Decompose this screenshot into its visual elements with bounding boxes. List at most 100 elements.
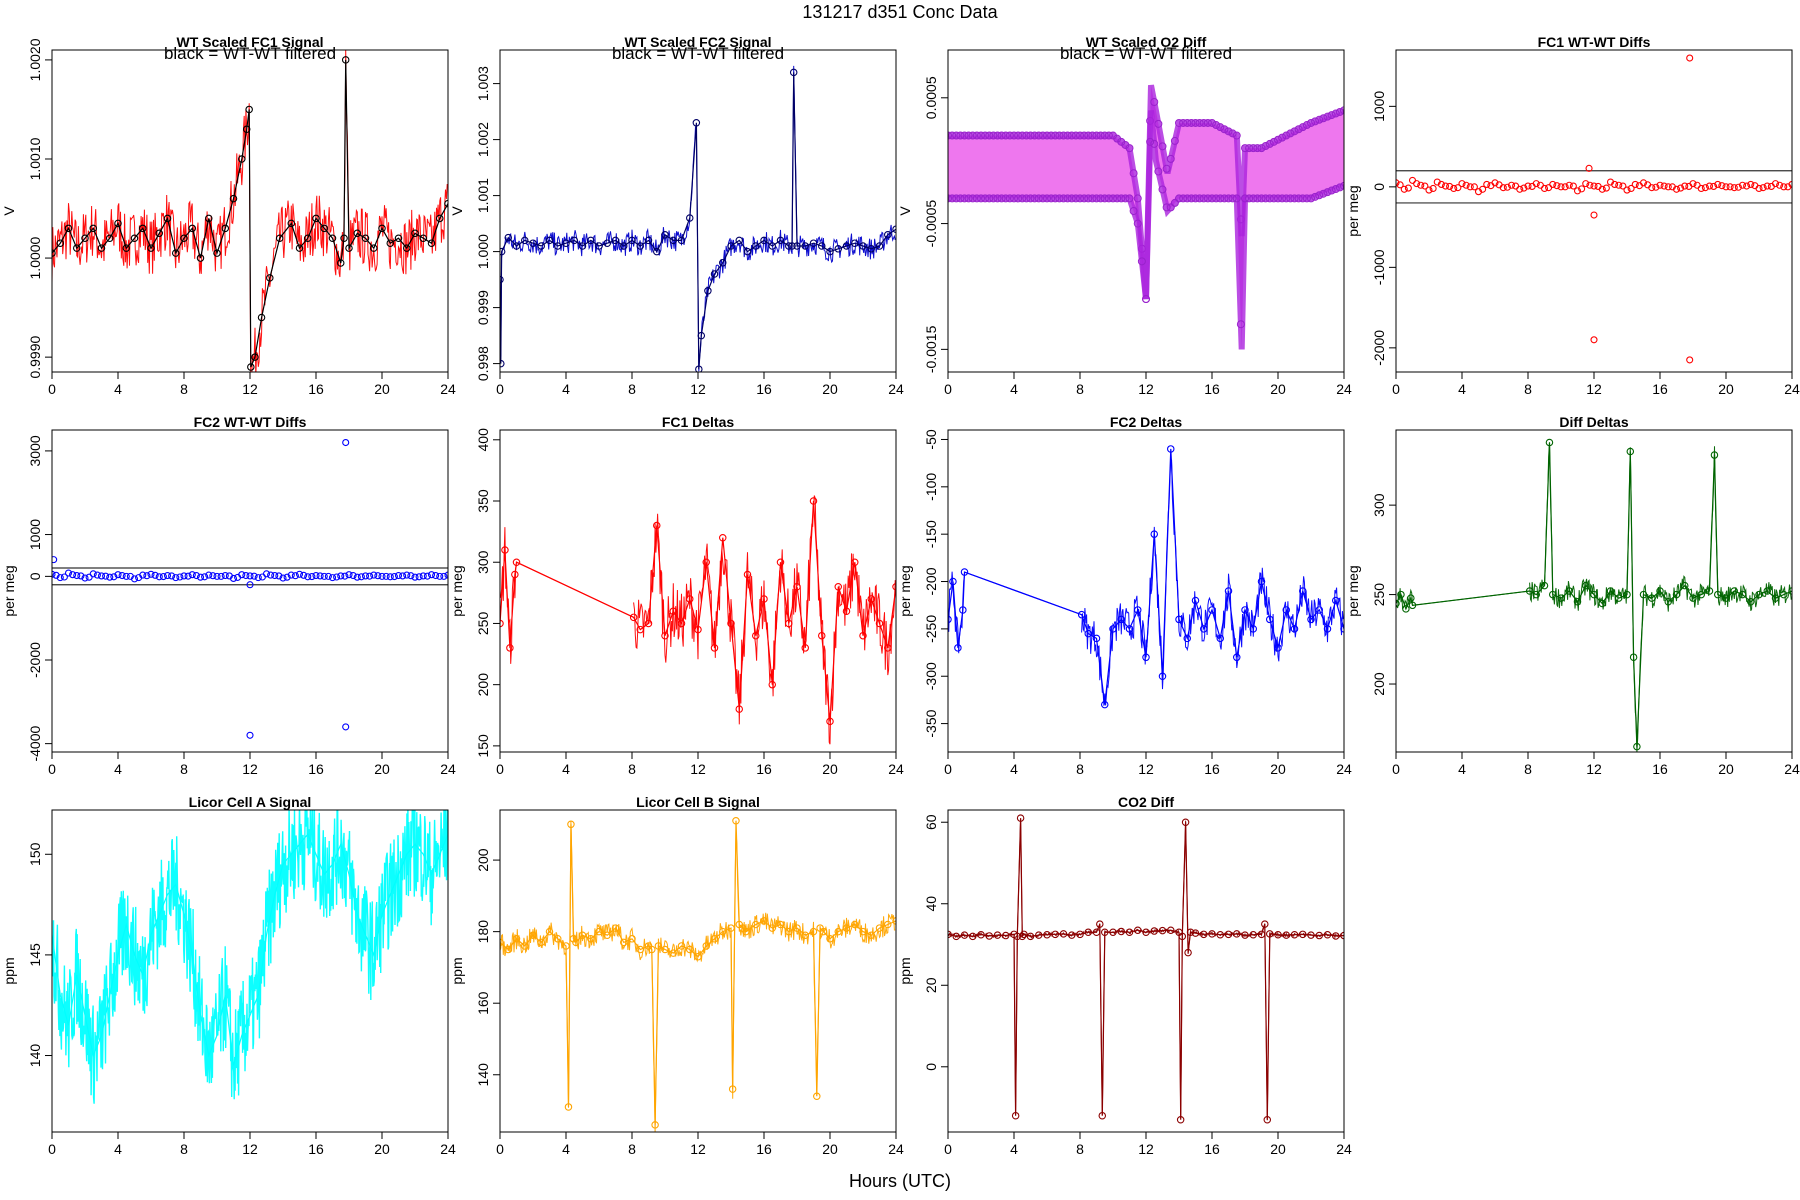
o2-diff-point bbox=[985, 131, 994, 140]
o2-diff-point bbox=[1253, 194, 1262, 203]
co2-diff-point-30 bbox=[1142, 928, 1150, 937]
co2-diff-point-26 bbox=[1109, 928, 1117, 937]
fc2-wtwt-xtick-label-2: 8 bbox=[180, 761, 188, 777]
diff-deltas-point-22 bbox=[1639, 590, 1648, 599]
fc2-signal-ytick-label-5: 1.003 bbox=[475, 66, 491, 101]
fc1-wtwt-point-34 bbox=[1672, 185, 1681, 193]
fc2-wtwt-point-36 bbox=[345, 571, 353, 579]
fc2-wtwt-point-extra-29 bbox=[291, 572, 299, 580]
o2-diff-point bbox=[1005, 194, 1014, 203]
o2-diff-point bbox=[1096, 131, 1105, 140]
fc2-deltas-point-15 bbox=[1158, 672, 1167, 680]
o2-diff-point bbox=[1043, 131, 1051, 140]
diff-deltas-point-32 bbox=[1714, 590, 1722, 599]
fc1-signal-point-17 bbox=[188, 224, 197, 233]
o2-diff-title: WT Scaled O2 Diff bbox=[1086, 34, 1207, 50]
fc2-signal-point-11 bbox=[570, 236, 578, 245]
o2-diff-point bbox=[948, 194, 957, 203]
fc1-deltas-xtick-label-5: 20 bbox=[822, 761, 838, 777]
fc2-wtwt-point-28 bbox=[279, 574, 287, 582]
licor-b-point-57 bbox=[883, 920, 892, 929]
fc2-wtwt-xtick-label-3: 12 bbox=[242, 761, 258, 777]
fc2-signal-point-37 bbox=[768, 242, 776, 250]
diff-deltas-point-37 bbox=[1755, 590, 1763, 599]
fc1-wtwt-point-3 bbox=[1417, 181, 1425, 189]
fc1-wtwt-point-30 bbox=[1639, 179, 1648, 187]
fc1-deltas-point-12 bbox=[685, 595, 694, 603]
fc1-signal-point-25 bbox=[245, 105, 253, 114]
fc2-deltas-point-26 bbox=[1249, 625, 1258, 633]
fc2-wtwt-point-extra-1 bbox=[60, 573, 68, 581]
o2-diff-point bbox=[989, 194, 998, 203]
fc2-deltas-point-22 bbox=[1216, 634, 1225, 643]
fc1-wtwt-point-15 bbox=[1516, 185, 1524, 193]
co2-diff-point-44 bbox=[1224, 930, 1233, 939]
o2-diff-point bbox=[1067, 131, 1076, 140]
fc1-wtwt-point-extra-3 bbox=[1421, 182, 1429, 190]
o2-diff-point bbox=[1059, 131, 1068, 140]
fc1-signal-xtick-label-6: 24 bbox=[440, 381, 456, 397]
fc1-wtwt-point-extra-1 bbox=[1404, 184, 1412, 192]
fc1-wtwt-ytick-label-0: -2000 bbox=[1371, 330, 1387, 366]
fc1-wtwt-frame bbox=[1395, 49, 1793, 373]
o2-diff-point bbox=[1208, 118, 1216, 127]
diff-deltas-point-25 bbox=[1664, 597, 1673, 606]
o2-diff-point bbox=[1166, 203, 1175, 212]
licor-b-point-55 bbox=[867, 931, 875, 939]
fc2-wtwt-point-42 bbox=[394, 571, 403, 580]
o2-diff-point bbox=[977, 194, 985, 203]
licor-b-xtick-label-3: 12 bbox=[690, 1141, 706, 1157]
licor-a-trace-0 bbox=[52, 810, 448, 1104]
fc2-signal-xtick-label-3: 12 bbox=[690, 381, 706, 397]
fc1-wtwt-point-50 bbox=[1590, 211, 1598, 219]
fc2-wtwt-point-25 bbox=[254, 574, 262, 582]
o2-diff-point bbox=[1249, 144, 1258, 153]
o2-diff-point bbox=[1162, 164, 1171, 173]
licor-b-title: Licor Cell B Signal bbox=[636, 794, 760, 810]
o2-diff-point bbox=[1150, 97, 1159, 106]
o2-diff-point bbox=[1104, 194, 1113, 203]
fc2-deltas-point-25 bbox=[1241, 606, 1249, 614]
licor-a-series-0 bbox=[52, 832, 448, 1066]
fc2-wtwt-point-24 bbox=[246, 572, 254, 580]
fc1-signal-xtick-label-5: 20 bbox=[374, 381, 390, 397]
fc1-signal-point-42 bbox=[361, 234, 370, 242]
fc1-wtwt-point-extra-21 bbox=[1569, 182, 1577, 190]
fc2-signal-point-28 bbox=[697, 331, 706, 340]
fc1-wtwt-xtick-label-4: 16 bbox=[1652, 381, 1668, 397]
fc1-signal-point-46 bbox=[394, 234, 403, 242]
o2-diff-point bbox=[1302, 194, 1311, 203]
fc1-wtwt-point-51 bbox=[1686, 54, 1694, 62]
fc2-wtwt-point-extra-32 bbox=[316, 572, 324, 580]
fc2-signal-point-31 bbox=[718, 259, 727, 267]
o2-diff-point bbox=[1047, 131, 1056, 140]
fc2-wtwt-point-10 bbox=[130, 575, 139, 583]
fc1-signal-point-9 bbox=[122, 244, 131, 252]
diff-deltas-xtick-label-5: 20 bbox=[1718, 761, 1734, 777]
fc2-signal-title: WT Scaled FC2 Signal bbox=[624, 34, 771, 50]
co2-diff-point-45 bbox=[1233, 930, 1241, 938]
fc2-signal-point-22 bbox=[661, 231, 669, 239]
diff-deltas-point-8 bbox=[1545, 438, 1554, 447]
fc2-signal-point-19 bbox=[636, 242, 644, 250]
fc1-wtwt-ytick-label-2: 0 bbox=[1371, 183, 1387, 191]
fc1-deltas-point-27 bbox=[809, 497, 818, 505]
o2-diff-point bbox=[956, 131, 965, 140]
co2-diff-point-33 bbox=[1167, 926, 1175, 934]
fc2-deltas-point-5 bbox=[1077, 610, 1086, 619]
fc2-signal-annotation: black = WT-WT filtered bbox=[612, 44, 784, 63]
fc2-signal-point-49 bbox=[850, 239, 859, 247]
fc2-wtwt-point-26 bbox=[262, 570, 271, 578]
o2-diff-point bbox=[1274, 194, 1282, 203]
o2-diff-point bbox=[1298, 123, 1307, 132]
fc1-signal-point-40 bbox=[345, 244, 353, 252]
o2-diff-point bbox=[1232, 194, 1241, 203]
fc2-wtwt-point-34 bbox=[328, 574, 337, 582]
fc2-wtwt-point-extra-3 bbox=[77, 572, 85, 580]
o2-diff-xtick-label-6: 24 bbox=[1336, 381, 1352, 397]
fc1-wtwt-point-47 bbox=[1780, 183, 1788, 191]
fc1-signal-point-16 bbox=[180, 234, 188, 242]
fc1-wtwt-point-extra-13 bbox=[1503, 183, 1511, 191]
o2-diff-point bbox=[1030, 131, 1039, 140]
